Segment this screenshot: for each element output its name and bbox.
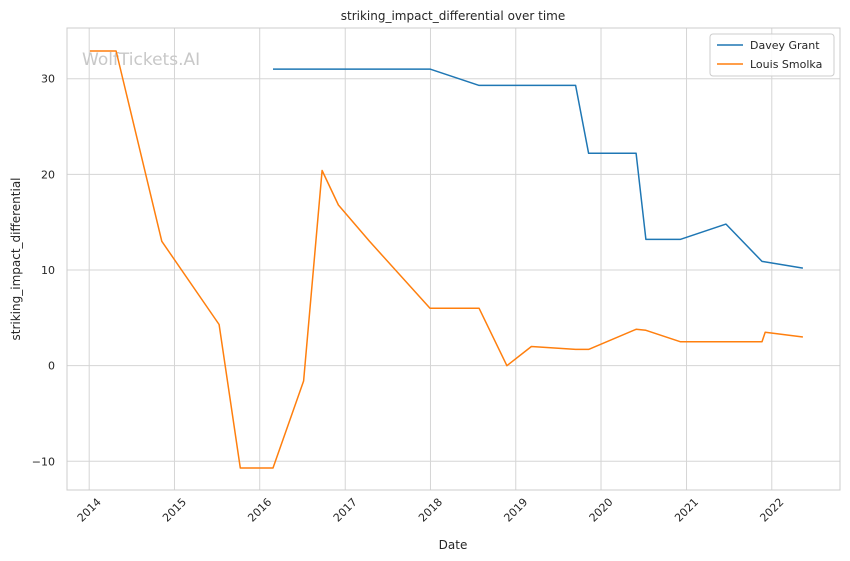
y-tick-label: 20 bbox=[41, 168, 55, 181]
y-gridlines bbox=[67, 78, 840, 462]
legend-label-louis-smolka: Louis Smolka bbox=[750, 58, 822, 71]
y-axis-title: striking_impact_differential bbox=[9, 177, 23, 340]
plot-area bbox=[67, 28, 840, 490]
y-tick-label: −10 bbox=[32, 455, 55, 468]
y-tick-label: 0 bbox=[48, 360, 55, 373]
watermark: WolfTickets.AI bbox=[82, 50, 200, 70]
x-axis-title: Date bbox=[439, 538, 468, 552]
legend: Davey Grant Louis Smolka bbox=[709, 33, 835, 77]
series-line-louis-smolka bbox=[89, 50, 803, 469]
y-tick-labels: −10 0 10 20 30 bbox=[32, 73, 55, 469]
series-layer bbox=[89, 50, 804, 469]
legend-label-davey-grant: Davey Grant bbox=[750, 39, 820, 52]
series-line-davey-grant bbox=[273, 68, 804, 269]
y-tick-label: 30 bbox=[41, 73, 55, 86]
chart-title: striking_impact_differential over time bbox=[341, 9, 566, 23]
plot-frame bbox=[66, 27, 841, 491]
y-tick-label: 10 bbox=[41, 264, 55, 277]
